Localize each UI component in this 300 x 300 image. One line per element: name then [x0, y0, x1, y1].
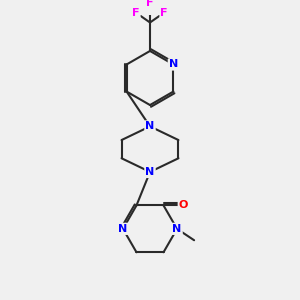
Text: N: N [146, 167, 154, 177]
Text: F: F [132, 8, 140, 17]
Text: N: N [172, 224, 182, 234]
Text: O: O [179, 200, 188, 210]
Text: F: F [146, 0, 154, 8]
Text: N: N [146, 122, 154, 131]
Text: N: N [169, 59, 178, 70]
Text: F: F [160, 8, 168, 17]
Text: N: N [118, 224, 128, 234]
